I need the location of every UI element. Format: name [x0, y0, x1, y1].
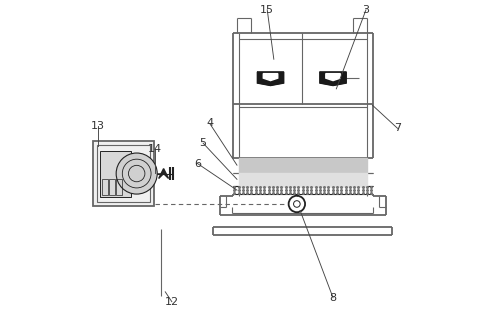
Polygon shape	[263, 74, 278, 81]
Polygon shape	[320, 72, 346, 86]
Text: 3: 3	[362, 5, 369, 15]
Bar	[109, 179, 115, 195]
Polygon shape	[159, 168, 168, 178]
Bar	[93, 141, 154, 206]
Text: 14: 14	[148, 144, 162, 154]
Bar	[102, 179, 108, 195]
Text: 6: 6	[194, 159, 201, 168]
Text: 4: 4	[206, 118, 213, 128]
Text: 7: 7	[394, 123, 401, 133]
Text: 12: 12	[165, 297, 179, 307]
Bar	[100, 151, 131, 197]
Text: 8: 8	[330, 293, 337, 303]
Bar	[116, 179, 122, 195]
Text: 5: 5	[199, 138, 206, 148]
Circle shape	[116, 153, 157, 194]
Polygon shape	[326, 74, 340, 81]
Bar	[97, 145, 150, 202]
Text: 15: 15	[260, 5, 274, 15]
Text: 13: 13	[91, 121, 105, 131]
Polygon shape	[257, 72, 284, 86]
